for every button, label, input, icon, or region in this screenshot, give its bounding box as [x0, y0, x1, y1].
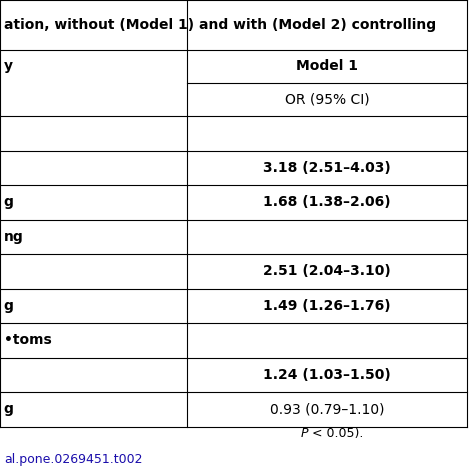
Text: al.pone.0269451.t002: al.pone.0269451.t002	[4, 453, 142, 466]
Text: 0.93 (0.79–1.10): 0.93 (0.79–1.10)	[270, 402, 384, 416]
Text: 1.49 (1.26–1.76): 1.49 (1.26–1.76)	[263, 299, 391, 313]
Text: y: y	[4, 59, 13, 73]
Text: Model 1: Model 1	[296, 59, 358, 73]
Text: P: P	[300, 427, 308, 440]
Text: •toms: •toms	[4, 333, 52, 347]
Text: < 0.05).: < 0.05).	[308, 427, 363, 440]
Text: 1.24 (1.03–1.50): 1.24 (1.03–1.50)	[263, 368, 391, 382]
Text: 1.68 (1.38–2.06): 1.68 (1.38–2.06)	[263, 195, 391, 210]
Text: 3.18 (2.51–4.03): 3.18 (2.51–4.03)	[263, 161, 391, 175]
Text: g: g	[4, 299, 14, 313]
Text: ation, without (Model 1) and with (Model 2) controlling: ation, without (Model 1) and with (Model…	[4, 18, 436, 32]
Text: g: g	[4, 402, 14, 416]
Text: on; Bold values denote statistical significance (P < 0.05).: on; Bold values denote statistical signi…	[4, 427, 363, 440]
Text: OR (95% CI): OR (95% CI)	[285, 92, 369, 107]
Text: 2.51 (2.04–3.10): 2.51 (2.04–3.10)	[263, 264, 391, 278]
Text: ng: ng	[4, 230, 24, 244]
Text: g: g	[4, 195, 14, 210]
